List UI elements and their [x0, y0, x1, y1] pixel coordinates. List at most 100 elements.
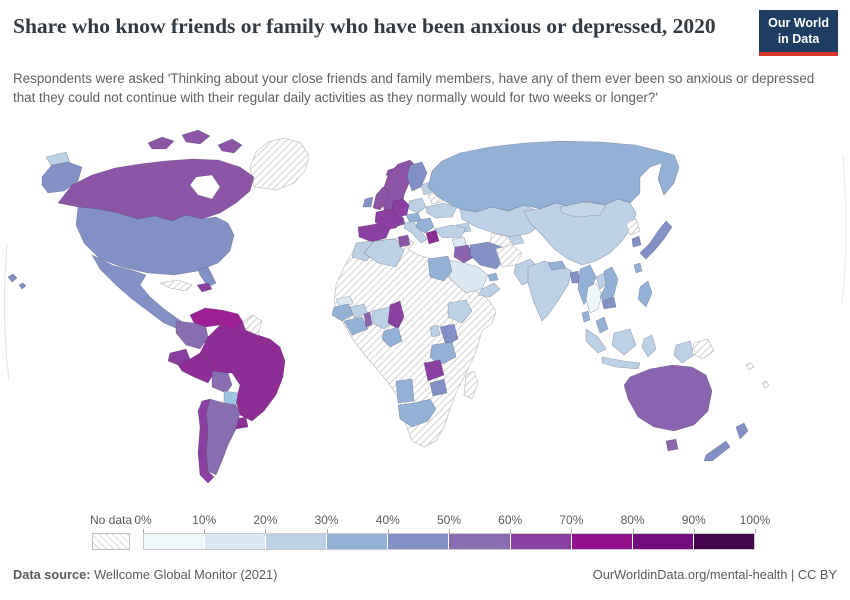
country-benin_togo[interactable]: benin togo: 50-60% [363, 311, 373, 328]
country-canada[interactable]: canada: 60-70% [217, 138, 243, 154]
country-guinea[interactable]: guinea: 30-40% [331, 303, 355, 322]
country-balkans[interactable]: balkans: 30-40% [415, 217, 435, 234]
country-sri_lanka[interactable]: sri lanka: 30-40% [581, 310, 591, 323]
legend-tick-mark [204, 529, 206, 533]
country-south_africa[interactable]: south africa: 30-40% [397, 398, 437, 428]
country-malaysia[interactable]: malaysia: 30-40% [595, 316, 609, 334]
country-chile[interactable]: chile: 60-70% [197, 398, 215, 484]
country-greece[interactable]: greece: 70-80% [425, 229, 440, 245]
legend-tick-label: 40% [375, 513, 400, 527]
country-iberia[interactable]: iberia: 60-70% [357, 223, 391, 243]
country-turkey[interactable]: turkey: 20-30% [433, 224, 467, 239]
country-indonesia[interactable]: indonesia: 20-30% [611, 328, 637, 356]
country-argentina[interactable]: argentina: 50-60% [205, 398, 241, 476]
country-bolivia[interactable]: bolivia: 50-60% [211, 370, 233, 394]
map-legend: No data 0% 10% 20% 30% 40% 50% 60% 70% 80% 90% 100… [0, 510, 850, 555]
country-guyanas[interactable]: guyanas: No data [242, 314, 263, 336]
country-madagascar[interactable]: madagascar: No data [463, 370, 479, 400]
projection-edge-left [3, 244, 10, 381]
country-philippines[interactable]: philippines: 30-40% [637, 280, 653, 308]
country-finland[interactable]: finland: 40-50% [406, 161, 428, 192]
country-hawaii[interactable]: hawaii: 40-50% [18, 282, 27, 290]
country-indonesia[interactable]: indonesia: 20-30% [641, 334, 657, 358]
country-zambia[interactable]: zambia: 60-70% [423, 359, 445, 382]
country-nepal[interactable]: nepal: 30-40% [547, 260, 567, 271]
legend-bin-90-100%[interactable] [693, 534, 754, 549]
country-afghanistan[interactable]: afghanistan: No data [495, 244, 523, 268]
country-cuba[interactable]: cuba: No data [159, 279, 193, 292]
country-poland[interactable]: poland: 20-30% [408, 197, 427, 214]
country-hawaii[interactable]: hawaii: 40-50% [7, 273, 18, 283]
legend-bin-80-90%[interactable] [632, 534, 694, 549]
country-saudi_arabia[interactable]: saudi arabia: 10-20% [443, 258, 489, 294]
country-tanzania[interactable]: tanzania: 30-40% [429, 341, 457, 366]
country-colombia[interactable]: colombia: 50-60% [175, 320, 209, 350]
country-usa[interactable]: usa: 40-50% [41, 161, 83, 194]
country-indonesia[interactable]: indonesia: 20-30% [585, 328, 607, 354]
country-greenland[interactable]: greenland: No data [249, 137, 310, 191]
country-mexico[interactable]: mexico: 40-50% [91, 254, 185, 330]
legend-tick-label: 100% [739, 513, 771, 527]
country-uae[interactable]: uae: 30-40% [487, 272, 499, 282]
legend-bin-20-30%[interactable] [266, 534, 328, 549]
country-cambodia[interactable]: cambodia: 40-50% [601, 296, 617, 310]
country-ethiopia[interactable]: ethiopia: 20-30% [447, 299, 473, 324]
owid-logo-line1: Our World [768, 16, 829, 30]
country-gabon_congo[interactable]: gabon congo: 30-40% [381, 326, 403, 348]
legend-bin-40-50%[interactable] [388, 534, 450, 549]
country-algeria[interactable]: algeria: 20-30% [363, 238, 405, 268]
country-iraq[interactable]: iraq: 50-60% [453, 244, 475, 264]
country-paraguay[interactable]: paraguay: 20-30% [223, 390, 239, 406]
owid-logo[interactable]: Our World in Data [759, 10, 838, 57]
legend-bin-0-10%[interactable] [144, 534, 206, 549]
country-usa[interactable]: usa: 40-50% [197, 266, 217, 288]
country-ireland[interactable]: ireland: 40-50% [362, 196, 374, 208]
country-cameroon[interactable]: cameroon: 60-70% [387, 300, 405, 330]
country-namibia[interactable]: namibia: 30-40% [395, 378, 415, 404]
country-italy[interactable]: italy: 20-30% [403, 220, 428, 244]
chart-footer: Data source: Wellcome Global Monitor (20… [13, 567, 837, 587]
country-australia[interactable]: australia: 50-60% [623, 364, 713, 432]
country-kenya[interactable]: kenya: 40-50% [439, 323, 459, 346]
country-australia[interactable]: australia: 50-60% [665, 438, 679, 452]
country-canada[interactable]: canada: 60-70% [147, 136, 175, 150]
legend-tick-label: 30% [314, 513, 339, 527]
country-indonesia[interactable]: indonesia: 20-30% [601, 356, 641, 370]
country-india[interactable]: india: 20-30% [527, 260, 573, 322]
legend-tick-label: 60% [498, 513, 523, 527]
country-mongolia[interactable]: mongolia: 20-30% [559, 201, 607, 218]
country-new_zealand[interactable]: new zealand: 40-50% [735, 422, 749, 440]
legend-bin-10-20%[interactable] [205, 534, 267, 549]
country-africa_interior[interactable]: africa interior: No data [333, 236, 497, 448]
country-taiwan[interactable]: taiwan: 30-40% [633, 262, 643, 274]
legend-bin-30-40%[interactable] [327, 534, 389, 549]
legend-bin-60-70%[interactable] [510, 534, 572, 549]
owid-link[interactable]: OurWorldinData.org/mental-health [592, 567, 788, 582]
country-pacific_islands[interactable]: pacific islands: No data [745, 362, 755, 371]
country-thailand[interactable]: thailand: 0-10% [585, 282, 603, 314]
legend-bin-50-60%[interactable] [449, 534, 511, 549]
country-uk[interactable]: uk: 60-70% [372, 186, 390, 211]
country-senegal[interactable]: senegal: 10-20% [335, 295, 354, 308]
legend-bin-70-80%[interactable] [571, 534, 633, 549]
country-south_korea[interactable]: south korea: 40-50% [631, 235, 642, 248]
country-hispaniola[interactable]: hispaniola: 60-70% [196, 282, 213, 293]
country-uganda[interactable]: uganda: 20-30% [429, 324, 441, 338]
country-russia[interactable]: russia: 30-40% [427, 140, 680, 213]
country-ukraine[interactable]: ukraine: 20-30% [425, 202, 458, 219]
country-zimbabwe[interactable]: zimbabwe: 40-50% [429, 378, 448, 397]
country-tunisia[interactable]: tunisia: 60-70% [397, 234, 411, 248]
country-egypt[interactable]: egypt: 30-40% [427, 255, 453, 282]
legend-no-data-swatch[interactable] [92, 533, 130, 550]
country-ivory_ghana[interactable]: ivory ghana: 30-40% [343, 316, 369, 336]
legend-tick-mark [510, 529, 512, 533]
country-north_korea[interactable]: north korea: No data [625, 218, 641, 236]
country-new_zealand[interactable]: new zealand: 40-50% [703, 440, 731, 462]
country-west_papua[interactable]: west papua: 20-30% [673, 340, 695, 364]
country-pacific_islands[interactable]: pacific islands: No data [761, 380, 770, 389]
country-japan[interactable]: japan: 40-50% [639, 220, 673, 260]
country-png_east[interactable]: png east: No data [691, 338, 715, 360]
country-yemen_oman[interactable]: yemen oman: 20-30% [477, 282, 501, 298]
country-canada[interactable]: canada: 60-70% [181, 129, 211, 145]
country-usa[interactable]: usa: 40-50% [75, 206, 235, 276]
